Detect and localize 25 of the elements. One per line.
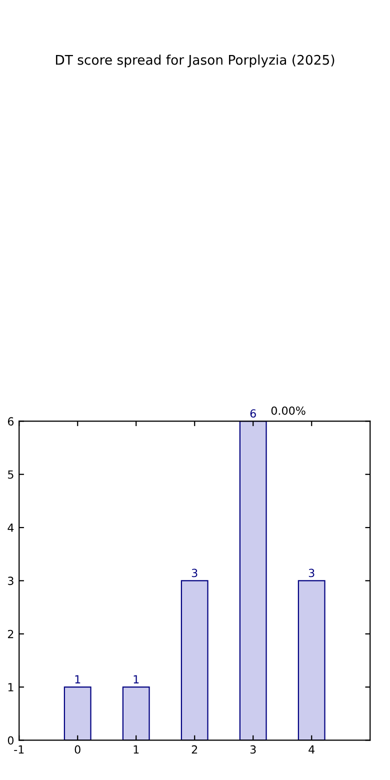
data-label: 3 bbox=[192, 568, 198, 578]
y-tick-label: 0 bbox=[8, 736, 14, 745]
x-tick-label: 2 bbox=[192, 745, 198, 754]
y-tick-label: 4 bbox=[8, 524, 14, 532]
x-tick-label: -1 bbox=[14, 745, 24, 754]
y-tick-label: 1 bbox=[8, 683, 14, 692]
data-label: 1 bbox=[75, 675, 80, 684]
x-tick-label: 0 bbox=[74, 745, 80, 754]
bar bbox=[122, 686, 150, 740]
bar bbox=[298, 580, 326, 740]
y-tick-label: 5 bbox=[8, 470, 14, 479]
x-tick-label: 3 bbox=[250, 745, 256, 754]
bar bbox=[239, 421, 267, 740]
data-label: 3 bbox=[308, 568, 314, 578]
y-tick-label: 2 bbox=[8, 630, 14, 638]
y-tick-label: 3 bbox=[8, 576, 14, 586]
y-tick-label: 6 bbox=[8, 417, 14, 426]
chart-title: DT score spread for Jason Porplyzia (2025) bbox=[56, 54, 334, 68]
x-tick-label: 1 bbox=[134, 745, 139, 754]
data-label: 6 bbox=[250, 409, 256, 418]
data-label: 1 bbox=[134, 675, 139, 684]
x-tick-label: 4 bbox=[308, 745, 315, 754]
text: 0.00% bbox=[271, 406, 306, 415]
bar bbox=[180, 580, 208, 740]
bar bbox=[64, 686, 92, 740]
